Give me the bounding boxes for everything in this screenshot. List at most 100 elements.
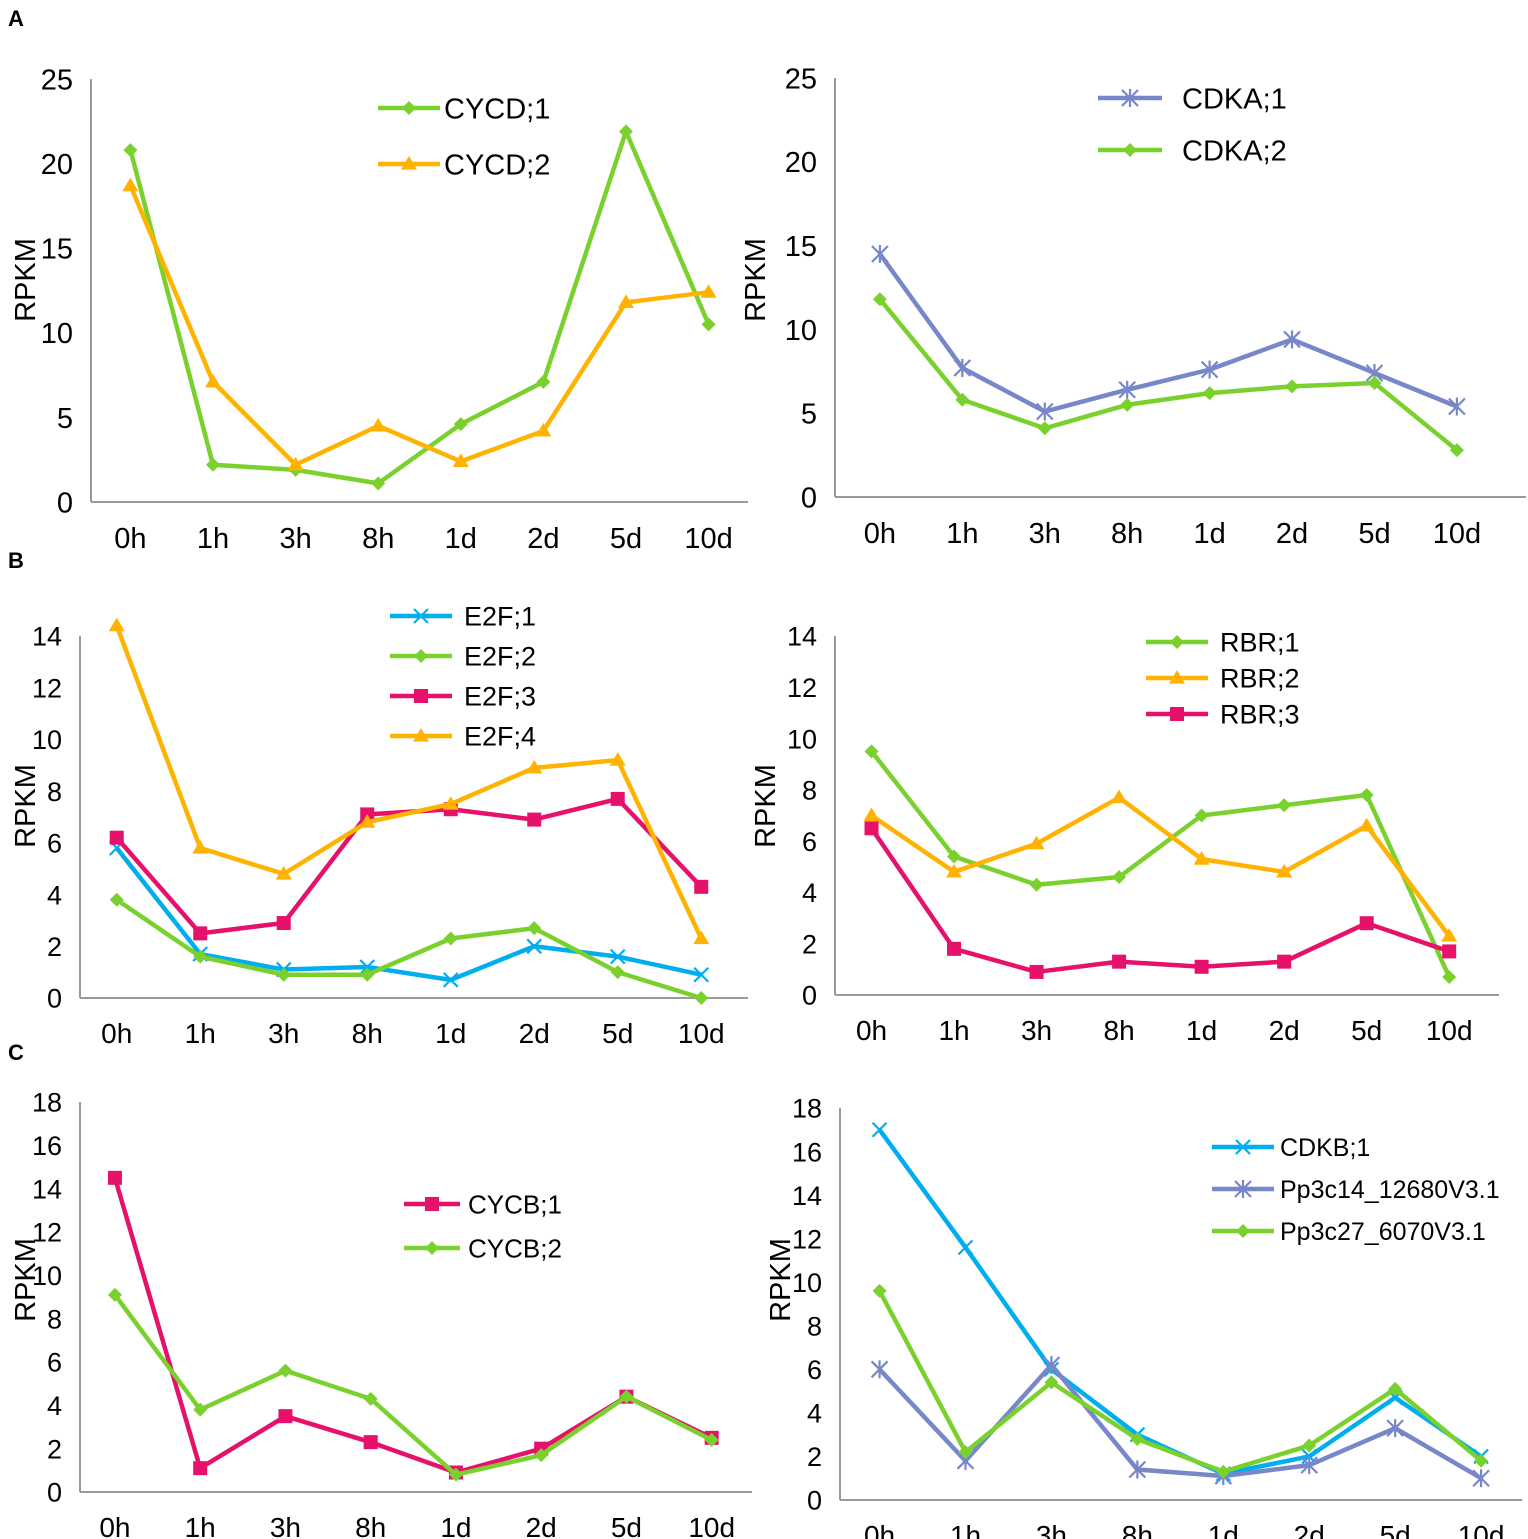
data-point — [1130, 1432, 1145, 1447]
series-line — [115, 796, 703, 936]
y-tick-label: 6 — [47, 1348, 62, 1378]
legend-label: CYCB;1 — [468, 1189, 562, 1219]
series-RBR;1 — [864, 744, 1457, 985]
x-tick-label: 5d — [1351, 1015, 1382, 1046]
x-tick-label: 8h — [1122, 1520, 1153, 1539]
data-point — [1302, 1438, 1317, 1453]
x-tick-label: 1h — [197, 523, 229, 555]
x-tick-label: 2d — [1269, 1015, 1300, 1046]
data-point — [609, 752, 626, 766]
y-tick-label: 0 — [47, 1478, 62, 1508]
series-line — [878, 297, 1459, 452]
x-tick-label: 1d — [1186, 1015, 1217, 1046]
data-point — [1388, 1381, 1403, 1396]
data-point — [1029, 964, 1044, 979]
x-tick-label: 10d — [688, 1512, 735, 1539]
series-CYCD;2 — [122, 177, 717, 471]
data-point — [1441, 928, 1458, 942]
series-line — [115, 897, 702, 1001]
data-point — [363, 1391, 378, 1406]
y-tick-label: 25 — [785, 63, 817, 95]
data-point — [1285, 379, 1300, 394]
data-point-stroke-b — [609, 948, 626, 965]
data-point — [193, 926, 208, 941]
data-point — [694, 991, 709, 1005]
data-point-stroke-b — [359, 959, 376, 975]
data-point — [1442, 944, 1457, 959]
data-point — [109, 830, 124, 845]
data-point — [863, 807, 880, 822]
x-tick-label: 0h — [101, 1018, 132, 1049]
legend-label: RBR;1 — [1220, 628, 1300, 658]
legend-label: RBR;2 — [1220, 664, 1300, 694]
series-CYCB;1 — [107, 1170, 719, 1480]
legend-item: CDKB;1 — [1212, 1134, 1370, 1162]
panel-label-c: C — [8, 1040, 24, 1065]
x-tick-label: 10d — [1458, 1520, 1505, 1539]
y-axis-title: RPKM — [765, 1238, 797, 1322]
x-tick-label: 1d — [440, 1512, 471, 1539]
y-tick-label: 2 — [47, 1434, 62, 1464]
y-axis-title: RPKM — [10, 764, 42, 848]
data-point — [1277, 954, 1292, 969]
series-line — [114, 624, 704, 940]
data-point — [610, 965, 625, 980]
x-tick-label: 1h — [950, 1520, 981, 1539]
x-tick-label: 0h — [864, 518, 896, 550]
data-point — [535, 422, 552, 437]
panel-label-b: B — [8, 548, 24, 573]
data-point — [193, 949, 208, 964]
data-point — [870, 1360, 889, 1379]
y-tick-label: 15 — [785, 231, 817, 263]
data-point — [123, 143, 138, 158]
x-tick-label: 2d — [1276, 518, 1308, 550]
y-tick-label: 14 — [32, 1174, 62, 1204]
x-tick-label: 2d — [526, 1512, 557, 1539]
data-point — [1037, 421, 1052, 436]
x-tick-label: 10d — [678, 1018, 725, 1049]
data-point — [1216, 1464, 1231, 1479]
x-tick-label: 0h — [99, 1512, 130, 1539]
data-point — [206, 457, 221, 472]
data-point — [701, 317, 716, 332]
y-tick-label: 16 — [32, 1131, 62, 1161]
data-point — [693, 966, 710, 983]
data-point — [442, 796, 459, 810]
data-point — [1474, 1453, 1489, 1468]
x-tick-label: 3h — [270, 1512, 301, 1539]
x-tick-label: 2d — [519, 1018, 550, 1049]
legend: CYCD;1 CYCD;2 — [378, 93, 550, 181]
data-point — [1367, 376, 1382, 391]
data-point — [700, 284, 717, 298]
data-point — [1276, 863, 1293, 878]
legend-item: CYCD;2 — [378, 149, 550, 181]
panel-label-a: A — [8, 6, 24, 31]
series-E2F;4 — [108, 617, 710, 945]
data-point — [1193, 851, 1210, 865]
series-line — [878, 252, 1458, 414]
x-tick-label: 8h — [362, 523, 394, 555]
series-Pp3c14_12680V3.1 — [870, 1355, 1490, 1488]
y-tick-label: 14 — [792, 1181, 822, 1211]
data-point — [947, 849, 962, 864]
chart-c-right: 0 2 4 6 8 10 12 14 16 18 0h 1h 3h 8h 1d 2d 5d 10d RPKM CDKB… — [765, 1094, 1522, 1539]
y-tick-label: 12 — [787, 673, 817, 703]
y-tick-label: 15 — [41, 234, 73, 266]
y-tick-label: 20 — [41, 149, 73, 181]
y-axis-title: RPKM — [750, 764, 782, 848]
y-tick-label: 2 — [802, 929, 817, 959]
x-tick-label: 2d — [1294, 1520, 1325, 1539]
legend-label: CYCD;2 — [444, 149, 550, 181]
data-point — [1044, 1375, 1059, 1390]
y-tick-label: 14 — [32, 622, 62, 652]
series-CDKA;2 — [872, 292, 1464, 458]
legend-swatch-marker — [401, 156, 417, 170]
data-point — [1128, 1460, 1147, 1479]
data-point — [947, 941, 962, 956]
data-point — [448, 1467, 463, 1482]
legend-swatch-marker — [1121, 89, 1139, 107]
data-point — [609, 948, 626, 965]
legend-item: E2F;4 — [390, 722, 536, 752]
legend-swatch-marker — [1236, 1224, 1250, 1238]
data-point — [617, 294, 634, 308]
